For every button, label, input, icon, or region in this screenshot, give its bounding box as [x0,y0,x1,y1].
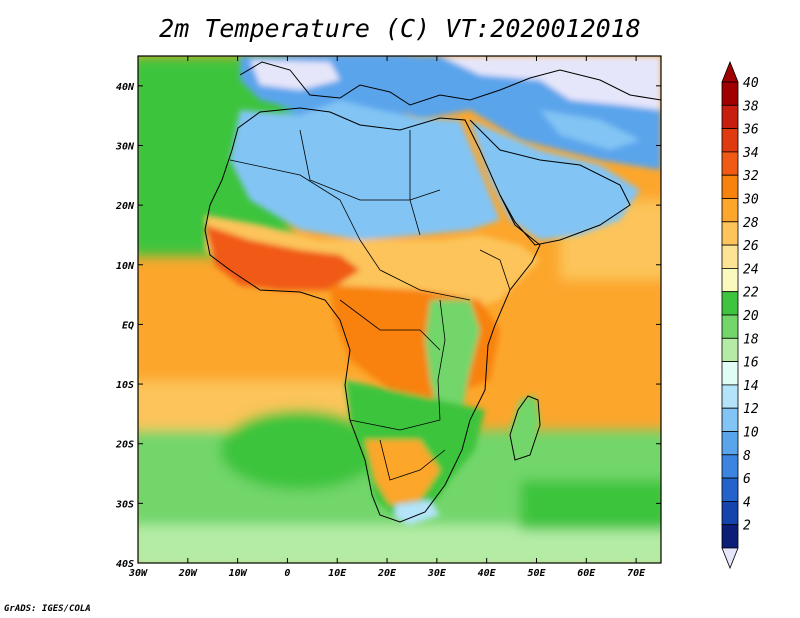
colorbar-label: 12 [743,402,759,417]
colorbar-label: 16 [743,356,759,371]
colorbar: 40 38 36 34 32 30 28 26 24 22 20 18 16 14 12 10 8 6 4 2 [721,60,759,570]
colorbar-label: 18 [743,332,759,347]
colorbar-swatch [721,454,739,479]
x-tick-label: 10W [229,568,248,579]
y-tick-label: 40S [116,559,134,570]
colorbar-swatch [721,431,739,456]
colorbar-bottom-arrow [721,547,739,570]
map-title: 2m Temperature (C) VT:2020012018 [159,14,641,43]
map-frame [137,55,662,564]
y-tick-label: 30S [115,499,134,510]
colorbar-label: 40 [743,76,759,91]
sahara-region [230,100,500,240]
africa-coastline [204,107,541,523]
iran-cold [540,110,640,150]
x-tick-label: 70E [627,568,646,579]
colorbar-swatch [721,221,739,246]
x-tick-label: 20W [178,568,198,579]
europe-cold-west [250,60,340,90]
colorbar-label: 6 [743,472,751,487]
colorbar-swatch [721,81,739,106]
colorbar-swatch [721,104,739,130]
ocean-indian-south-region [520,480,661,530]
europe-cold-east [440,56,661,110]
y-tick-label: 10S [116,380,134,391]
colorbar-swatch [721,151,739,176]
colorbar-swatch [721,337,739,362]
x-tick-label: 20E [377,568,397,579]
colorbar-label: 36 [742,123,759,138]
x-tick-label: 50E [527,568,546,579]
sahel-region [205,215,540,310]
y-tick-label: 30N [115,141,135,152]
x-tick-label: 0 [284,568,290,579]
latitude-axis: 40N 30N 20N 10N EQ 10S 20S 30S 40S [115,82,661,570]
colorbar-label: 8 [743,449,751,464]
colorbar-swatch [721,477,739,502]
y-tick-label: EQ [122,320,134,331]
colorbar-swatch [721,174,739,199]
colorbar-label: 22 [743,286,759,301]
y-tick-label: 20N [115,201,135,212]
colorbar-label: 24 [743,262,759,277]
x-tick-label: 60E [577,568,596,579]
madagascar-coastline [509,395,541,461]
x-tick-label: 10E [328,568,347,579]
colorbar-swatch [721,244,739,269]
temperature-field [138,56,661,563]
colorbar-swatch [721,361,739,386]
ocean-south-atlantic-cool [220,410,380,490]
colorbar-swatch [721,314,739,339]
colorbar-swatch [721,524,739,549]
colorbar-label: 30 [742,193,759,208]
colorbar-swatch [721,500,739,526]
colorbar-swatch [721,128,739,153]
west-africa-hot-region [205,225,360,290]
colorbar-label: 14 [743,379,759,394]
country-borders [229,129,511,481]
colorbar-label: 4 [743,495,751,510]
colorbar-swatch [721,267,739,293]
colorbar-label: 34 [742,146,759,161]
colorbar-swatch [721,291,739,316]
colorbar-label: 20 [743,309,759,324]
colorbar-label: 10 [743,426,759,441]
colorbar-swatch [721,407,739,432]
x-tick-label: 30W [128,568,148,579]
europe-coastline [239,61,661,106]
colorbar-label: 26 [743,239,759,254]
colorbar-swatch [721,198,739,223]
arabia-region [470,120,640,240]
x-tick-label: 30E [427,568,447,579]
colorbar-label: 28 [743,216,759,231]
longitude-axis: 30W 20W 10W 0 10E 20E 30E 40E 50E 60E 70E [128,56,646,579]
y-tick-label: 40N [116,82,135,93]
y-tick-label: 20S [115,440,134,451]
colorbar-label: 2 [743,519,751,534]
colorbar-label: 38 [742,99,759,114]
colorbar-top-arrow [721,60,739,83]
x-tick-label: 40E [478,568,497,579]
colorbar-label: 32 [742,169,759,184]
grads-credit: GrADS: IGES/COLA [4,604,91,614]
y-tick-label: 10N [116,261,135,272]
ocean-far-south-region [138,525,661,563]
arabia-coastline [469,119,631,246]
colorbar-swatch [721,384,739,409]
